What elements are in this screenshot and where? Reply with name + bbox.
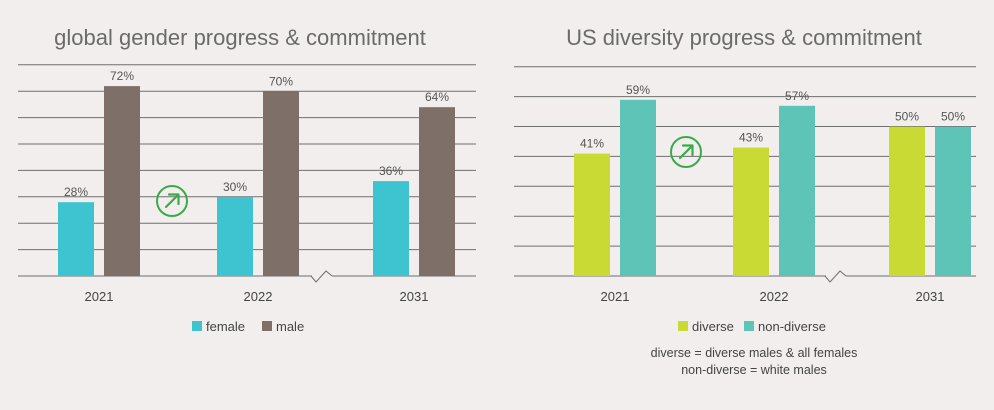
data-label-diverse-2022: 43% (739, 131, 763, 145)
diversity-bars (574, 99, 971, 276)
diversity-chart-title: US diversity progress & commitment (566, 25, 922, 50)
bar-non-diverse-2022 (779, 105, 815, 276)
legend-label-diverse: diverse (692, 319, 734, 334)
arrow-up-right-circle-icon (156, 185, 188, 217)
legend-label-male: male (276, 319, 304, 334)
gender-data-labels: 28% 72% 30% 70% 36% 64% (64, 69, 449, 199)
footnote-diverse: diverse = diverse males & all females (651, 346, 858, 360)
gender-bars (58, 86, 455, 277)
data-label-non-diverse-2031: 50% (941, 110, 965, 124)
bar-non-diverse-2021 (620, 99, 656, 276)
diversity-progress-icon-group (670, 136, 702, 168)
diversity-legend: diverse non-diverse (678, 319, 826, 334)
x-tick-2021: 2021 (85, 289, 114, 304)
bar-diverse-2021 (574, 153, 610, 276)
gender-chart-title: global gender progress & commitment (54, 25, 426, 50)
bar-female-2022 (217, 196, 253, 276)
bar-male-2021 (104, 86, 140, 276)
arrow-up-right-circle-icon (670, 136, 702, 168)
data-label-male-2021: 72% (110, 69, 134, 83)
gender-x-ticks: 2021 2022 2031 (85, 289, 429, 304)
data-label-non-diverse-2021: 59% (626, 83, 650, 97)
bar-diverse-2031 (889, 126, 925, 276)
legend-label-female: female (206, 319, 245, 334)
legend-swatch-diverse (678, 321, 688, 331)
data-label-female-2031: 36% (379, 164, 403, 178)
legend-label-non-diverse: non-diverse (758, 319, 826, 334)
data-label-non-diverse-2022: 57% (785, 89, 809, 103)
data-label-diverse-2031: 50% (895, 110, 919, 124)
bar-diverse-2022 (733, 147, 769, 276)
diversity-x-ticks: 2021 2022 2031 (601, 289, 945, 304)
x-tick-2021: 2021 (601, 289, 630, 304)
data-label-male-2031: 64% (425, 90, 449, 104)
data-label-female-2021: 28% (64, 185, 88, 199)
data-label-diverse-2021: 41% (580, 137, 604, 151)
bar-male-2022 (263, 91, 299, 277)
data-label-female-2022: 30% (223, 180, 247, 194)
bar-non-diverse-2031 (935, 126, 971, 276)
x-tick-2031: 2031 (400, 289, 429, 304)
gender-gridlines (18, 64, 476, 283)
gender-progress-icon-group (156, 185, 188, 217)
footnote-non-diverse: non-diverse = white males (681, 363, 827, 377)
x-tick-2031: 2031 (916, 289, 945, 304)
data-label-male-2022: 70% (269, 74, 293, 88)
legend-swatch-female (192, 321, 202, 331)
diversity-chart: US diversity progress & commitment 41% 59… (514, 25, 976, 377)
bar-male-2031 (419, 107, 455, 276)
gender-legend: female male (192, 319, 304, 334)
x-tick-2022: 2022 (244, 289, 273, 304)
gender-chart: global gender progress & commitment 28% 7… (18, 25, 476, 334)
x-tick-2022: 2022 (760, 289, 789, 304)
legend-swatch-male (262, 321, 272, 331)
diversity-data-labels: 41% 59% 43% 57% 50% 50% (580, 83, 965, 151)
legend-swatch-non-diverse (744, 321, 754, 331)
gender-axis-break (310, 270, 333, 283)
diversity-axis-break (824, 270, 847, 283)
bar-female-2021 (58, 202, 94, 276)
bar-female-2031 (373, 181, 409, 277)
